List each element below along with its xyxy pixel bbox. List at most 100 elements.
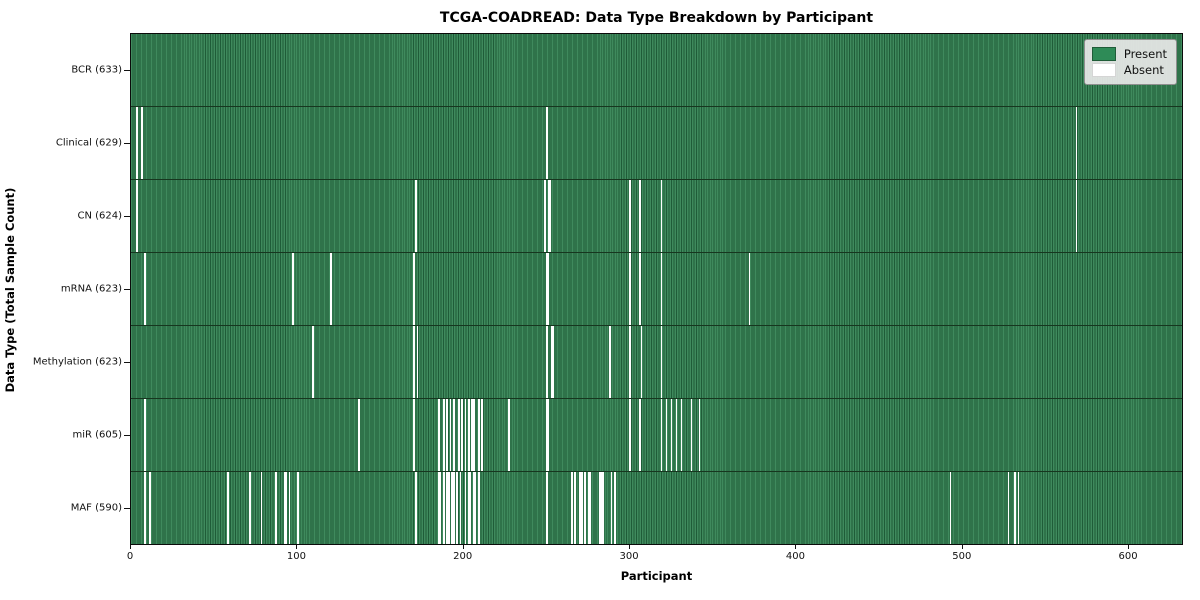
- absent-stripe: [292, 253, 294, 325]
- absent-stripe: [640, 326, 643, 398]
- x-tick-label-200: 200: [453, 551, 473, 562]
- absent-stripe: [144, 399, 146, 471]
- x-tick-mark: [795, 545, 797, 549]
- absent-stripe: [464, 472, 467, 544]
- y-tick-mark: [124, 69, 130, 71]
- absent-stripe: [478, 472, 480, 544]
- absent-stripe: [481, 399, 483, 471]
- absent-stripe: [670, 399, 673, 471]
- absent-stripe: [248, 472, 251, 544]
- absent-stripe: [549, 180, 552, 252]
- legend-swatch-present: [1091, 47, 1116, 61]
- absent-stripe: [599, 472, 601, 544]
- absent-stripe: [443, 472, 445, 544]
- x-tick-mark: [296, 545, 298, 549]
- absent-stripe: [660, 180, 663, 252]
- absent-stripe: [629, 253, 631, 325]
- x-tick-mark: [961, 545, 963, 549]
- absent-stripe: [1014, 472, 1016, 544]
- absent-stripe: [451, 472, 454, 544]
- absent-stripe: [453, 472, 455, 544]
- absent-stripe: [468, 472, 470, 544]
- absent-stripe: [546, 399, 548, 471]
- row-maf: [131, 471, 1182, 544]
- absent-stripe: [547, 253, 550, 325]
- absent-stripe: [260, 472, 263, 544]
- absent-stripe: [587, 472, 590, 544]
- absent-stripe: [478, 399, 480, 471]
- x-tick-mark: [1128, 545, 1130, 549]
- absent-stripe: [629, 399, 631, 471]
- y-tick-label-bcr: BCR (633): [71, 64, 122, 76]
- absent-stripe: [546, 326, 548, 398]
- y-tick-label-cn: CN (624): [77, 210, 122, 222]
- absent-stripe: [507, 399, 510, 471]
- y-tick-mark: [124, 289, 130, 290]
- y-tick-label-maf: MAF (590): [70, 502, 122, 514]
- absent-stripe: [600, 472, 603, 544]
- absent-stripe: [439, 472, 442, 544]
- absent-stripe: [547, 399, 550, 471]
- absent-stripe: [413, 326, 415, 398]
- absent-stripe: [456, 472, 459, 544]
- absent-stripe: [584, 472, 586, 544]
- absent-stripe: [227, 472, 229, 544]
- absent-stripe: [285, 472, 288, 544]
- absent-stripe: [297, 472, 299, 544]
- absent-stripe: [614, 472, 616, 544]
- absent-stripe: [580, 472, 583, 544]
- absent-stripe: [413, 399, 415, 471]
- absent-stripe: [438, 399, 440, 471]
- row-bcr: [131, 34, 1182, 106]
- x-axis-label: Participant: [620, 569, 693, 583]
- legend-label-present: Present: [1123, 47, 1167, 61]
- absent-stripe: [458, 399, 460, 471]
- x-tick-label-0: 0: [126, 551, 134, 562]
- chart-title: TCGA-COADREAD: Data Type Breakdown by Pa…: [439, 10, 874, 26]
- x-tick-mark: [130, 545, 131, 549]
- y-tick-label-mir: miR (605): [72, 429, 122, 441]
- row-cn: [131, 179, 1182, 252]
- absent-stripe: [546, 253, 548, 325]
- absent-stripe: [1075, 180, 1078, 252]
- absent-stripe: [414, 472, 417, 544]
- absent-stripe: [464, 399, 467, 471]
- y-tick-mark: [124, 508, 130, 510]
- absent-stripe: [546, 107, 548, 179]
- y-tick-label-clinical: Clinical (629): [55, 137, 122, 149]
- absent-stripe: [416, 326, 419, 398]
- absent-stripe: [660, 399, 663, 471]
- absent-stripe: [288, 472, 291, 544]
- absent-stripe: [675, 399, 678, 471]
- row-clinical: [131, 106, 1182, 179]
- y-tick-mark: [124, 435, 130, 437]
- x-tick-mark: [629, 545, 631, 549]
- absent-stripe: [443, 399, 445, 471]
- absent-stripe: [547, 180, 550, 252]
- absent-stripe: [544, 180, 547, 252]
- absent-stripe: [283, 472, 286, 544]
- legend-entry-present: Present: [1091, 47, 1167, 61]
- x-tick-mark: [462, 545, 464, 549]
- absent-stripe: [639, 399, 641, 471]
- y-axis-label: Data Type (Total Sample Count): [3, 187, 17, 393]
- absent-stripe: [311, 326, 314, 398]
- absent-stripe: [468, 399, 470, 471]
- absent-stripe: [446, 399, 449, 471]
- x-tick-label-100: 100: [286, 551, 306, 562]
- absent-stripe: [610, 472, 613, 544]
- absent-stripe: [449, 399, 452, 471]
- absent-stripe: [413, 253, 415, 325]
- absent-stripe: [690, 399, 693, 471]
- absent-stripe: [453, 399, 455, 471]
- absent-stripe: [471, 399, 474, 471]
- y-tick-label-methylation: Methylation (623): [32, 356, 122, 368]
- x-tick-label-500: 500: [952, 551, 972, 562]
- y-tick-mark: [124, 142, 130, 144]
- absent-stripe: [680, 399, 683, 471]
- absent-stripe: [639, 180, 641, 252]
- absent-stripe: [469, 472, 472, 544]
- absent-stripe: [748, 253, 751, 325]
- absent-stripe: [1075, 107, 1078, 179]
- plot-area: Present Absent: [130, 33, 1183, 545]
